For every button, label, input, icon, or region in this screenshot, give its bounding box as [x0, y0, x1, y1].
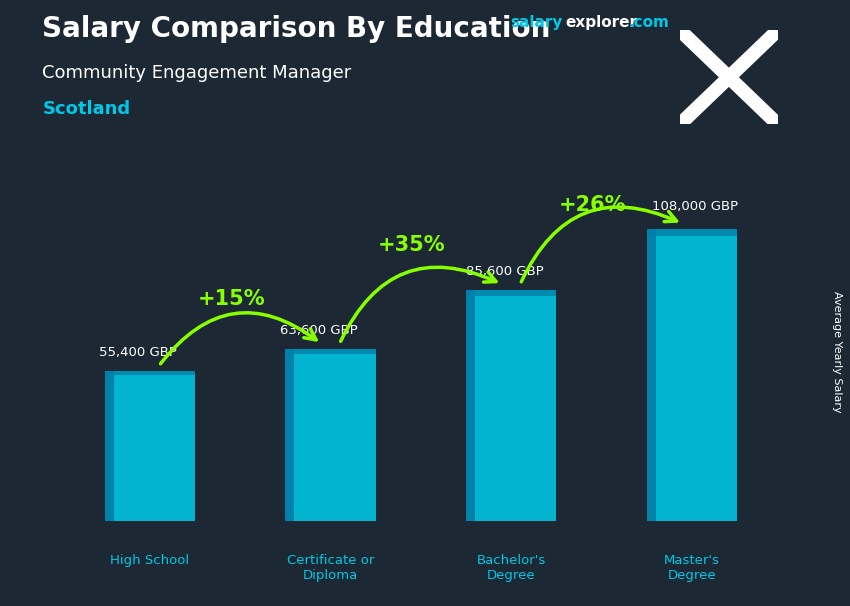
Text: Scotland: Scotland	[42, 100, 131, 118]
Text: Community Engagement Manager: Community Engagement Manager	[42, 64, 352, 82]
Text: 85,600 GBP: 85,600 GBP	[466, 265, 544, 278]
Text: +35%: +35%	[378, 235, 445, 255]
Text: 63,600 GBP: 63,600 GBP	[280, 324, 358, 337]
Text: Salary Comparison By Education: Salary Comparison By Education	[42, 15, 551, 43]
Text: +15%: +15%	[197, 290, 265, 310]
Polygon shape	[105, 371, 195, 375]
Polygon shape	[466, 290, 556, 296]
Text: Average Yearly Salary: Average Yearly Salary	[832, 291, 842, 412]
Text: salary: salary	[510, 15, 563, 30]
Polygon shape	[647, 229, 655, 521]
Text: Certificate or
Diploma: Certificate or Diploma	[286, 554, 374, 582]
Text: High School: High School	[110, 554, 190, 567]
Polygon shape	[286, 349, 294, 521]
Text: Bachelor's
Degree: Bachelor's Degree	[477, 554, 546, 582]
Text: explorer: explorer	[565, 15, 638, 30]
Polygon shape	[105, 371, 114, 521]
FancyBboxPatch shape	[466, 290, 556, 521]
Polygon shape	[647, 229, 737, 236]
Text: .com: .com	[629, 15, 670, 30]
Text: 55,400 GBP: 55,400 GBP	[99, 346, 177, 359]
Polygon shape	[466, 290, 475, 521]
FancyBboxPatch shape	[647, 229, 737, 521]
FancyBboxPatch shape	[105, 371, 195, 521]
Polygon shape	[286, 349, 376, 353]
Text: 108,000 GBP: 108,000 GBP	[652, 200, 738, 213]
Text: +26%: +26%	[558, 195, 626, 215]
Text: Master's
Degree: Master's Degree	[664, 554, 720, 582]
FancyBboxPatch shape	[286, 349, 376, 521]
